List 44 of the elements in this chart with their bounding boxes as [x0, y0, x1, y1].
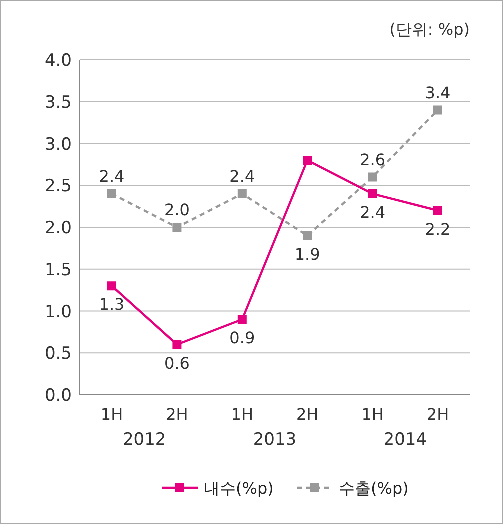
x-tick-label: 2H — [166, 405, 188, 424]
legend-label: 내수(%p) — [204, 479, 274, 498]
text: 2014 — [384, 430, 428, 450]
x-tick-label: 1H — [362, 405, 384, 424]
x-tick-label: 1H — [100, 405, 124, 424]
text: 2013 — [253, 430, 297, 450]
text: 0.0 — [44, 386, 72, 406]
point — [368, 190, 378, 198]
data-label: 1.3 — [99, 295, 125, 314]
text: 0.5 — [44, 344, 72, 364]
data-label: 2.6 — [360, 150, 386, 170]
point — [238, 315, 247, 324]
text: 2.5 — [44, 176, 72, 197]
text: 1.5 — [44, 260, 72, 280]
text: 2012 — [122, 430, 166, 450]
x-tick-label: 1H — [231, 405, 254, 424]
point — [238, 190, 247, 198]
text: 3.5 — [44, 92, 72, 113]
point — [108, 282, 116, 291]
text: 2.0 — [44, 218, 72, 238]
legend-label: 수출(%p) — [339, 479, 409, 498]
text: 3.0 — [44, 134, 72, 155]
x-tick-label: 2H — [426, 405, 450, 424]
point — [368, 172, 378, 182]
data-label: 2.4 — [230, 167, 256, 186]
point — [303, 231, 312, 240]
x-tick-label: 2H — [296, 405, 319, 424]
data-label: 0.6 — [164, 354, 190, 373]
data-label: 1.9 — [294, 244, 320, 264]
point — [434, 206, 442, 216]
point — [172, 340, 182, 350]
point — [108, 190, 116, 198]
data-label: 2.0 — [164, 200, 190, 220]
data-label: 2.2 — [425, 220, 451, 239]
point — [434, 106, 442, 115]
text: (단위: %p) — [390, 20, 470, 39]
text: 4.0 — [44, 51, 72, 71]
text: 1.0 — [44, 302, 72, 322]
data-label: 2.4 — [99, 167, 125, 186]
point — [303, 156, 312, 165]
data-label: 0.9 — [230, 328, 256, 348]
data-label: 3.4 — [425, 83, 451, 102]
data-label: 2.4 — [360, 203, 386, 222]
point — [172, 223, 182, 232]
